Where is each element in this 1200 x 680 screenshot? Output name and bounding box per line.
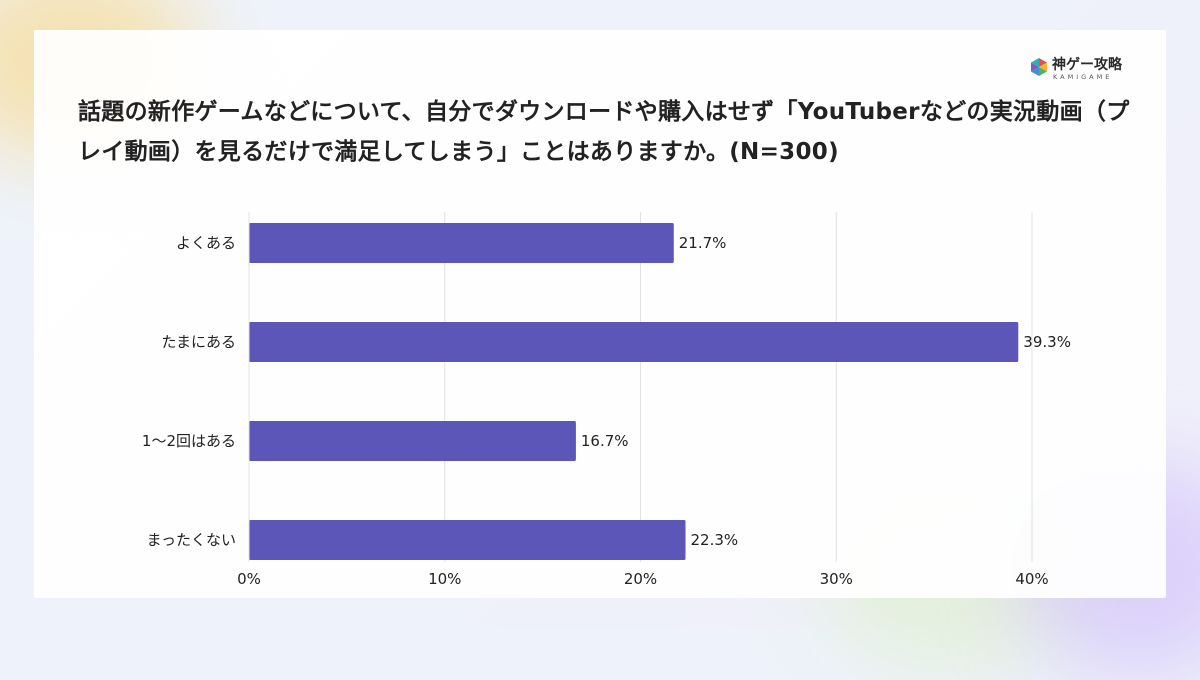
- bar-chart: 0% 10% 20% 30% 40% よくある 21.7% たまにある 39.3% 1～2回はある…: [142, 212, 1071, 588]
- chart-card: [34, 30, 1166, 598]
- category-label: 1～2回はある: [142, 432, 236, 450]
- brand-name: 神ゲー攻略: [1052, 57, 1122, 73]
- category-label: まったくない: [147, 531, 236, 549]
- x-tick-label: 40%: [1015, 570, 1048, 588]
- chart-title: 話題の新作ゲームなどについて、自分でダウンロードや購入はせず「YouTuberな…: [78, 99, 1130, 165]
- bar: [249, 322, 1019, 362]
- category-label: たまにある: [161, 333, 236, 351]
- brand-logo-icon: [1031, 58, 1047, 76]
- x-tick-label: 10%: [428, 570, 461, 588]
- x-tick-label: 0%: [237, 570, 261, 588]
- brand-subname: KAMIGAME: [1053, 73, 1113, 81]
- category-label: よくある: [176, 234, 236, 252]
- bar: [249, 421, 576, 461]
- value-label: 39.3%: [1023, 333, 1071, 351]
- value-label: 16.7%: [581, 432, 629, 450]
- x-tick-label: 30%: [820, 570, 853, 588]
- x-tick-label: 20%: [624, 570, 657, 588]
- bar: [249, 223, 674, 263]
- bar: [249, 520, 686, 560]
- brand-logo: 神ゲー攻略 KAMIGAME: [1030, 56, 1150, 86]
- value-label: 22.3%: [691, 531, 739, 549]
- value-label: 21.7%: [679, 234, 727, 252]
